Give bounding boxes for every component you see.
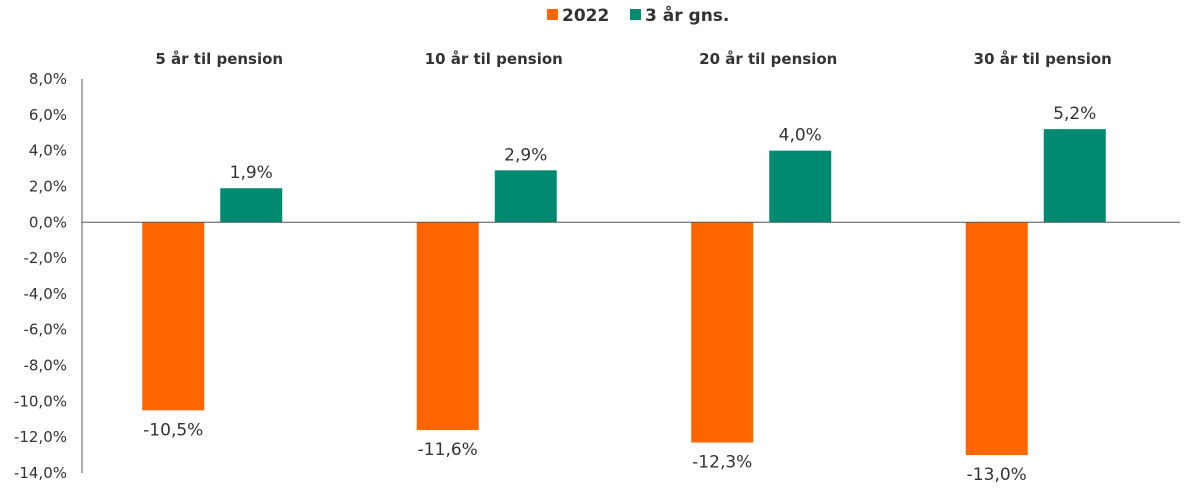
bar-3yr-3 [769,150,832,223]
y-tick-label: 0,0% [29,213,67,231]
bar-3yr-4 [1043,129,1106,223]
data-label-2022-1: -10,5% [143,420,203,440]
category-labels: 5 år til pension 10 år til pension 20 år t… [155,50,1111,68]
legend-swatch-2 [630,9,641,20]
legend: 2022 3 år gns. [547,4,729,26]
y-tick-label: 8,0% [29,70,67,88]
y-tick-label: -14,0% [14,464,67,482]
bar-2022-3 [691,222,754,443]
y-axis: 8,0% 6,0% 4,0% 2,0% 0,0% -2,0% -4,0% -6,0% -8,0%… [14,70,83,482]
bar-2022-4 [965,222,1028,456]
bar-3yr-2 [494,170,557,223]
y-tick-label: -10,0% [14,392,67,410]
data-label-2022-3: -12,3% [692,453,752,473]
data-labels: -10,5% 1,9% -11,6% 2,9% -12,3% 4,0% -13,0% 5,2% [143,104,1096,485]
y-tick-label: 2,0% [29,177,67,195]
y-tick-label: -4,0% [23,285,67,303]
category-label-1: 5 år til pension [155,50,283,68]
data-label-3yr-4: 5,2% [1053,104,1096,124]
category-label-4: 30 år til pension [974,50,1112,68]
legend-label-1: 2022 [562,6,609,26]
legend-swatch-1 [547,9,558,20]
y-tick-label: -6,0% [23,321,67,339]
y-tick-label: -12,0% [14,428,67,446]
data-label-2022-4: -13,0% [967,465,1027,485]
data-label-3yr-1: 1,9% [230,163,273,183]
y-tick-label: -2,0% [23,249,67,267]
bar-3yr-1 [220,188,283,223]
bar-2022-2 [416,222,479,431]
y-tick-label: 4,0% [29,142,67,160]
data-label-3yr-3: 4,0% [779,126,822,146]
y-tick-label: -8,0% [23,357,67,375]
legend-label-2: 3 år gns. [645,4,729,26]
bars [142,129,1106,456]
category-label-2: 10 år til pension [425,50,563,68]
bar-2022-1 [142,222,205,411]
data-label-3yr-2: 2,9% [504,145,547,165]
data-label-2022-2: -11,6% [418,440,478,460]
y-tick-label: 6,0% [29,106,67,124]
category-label-3: 20 år til pension [699,50,837,68]
